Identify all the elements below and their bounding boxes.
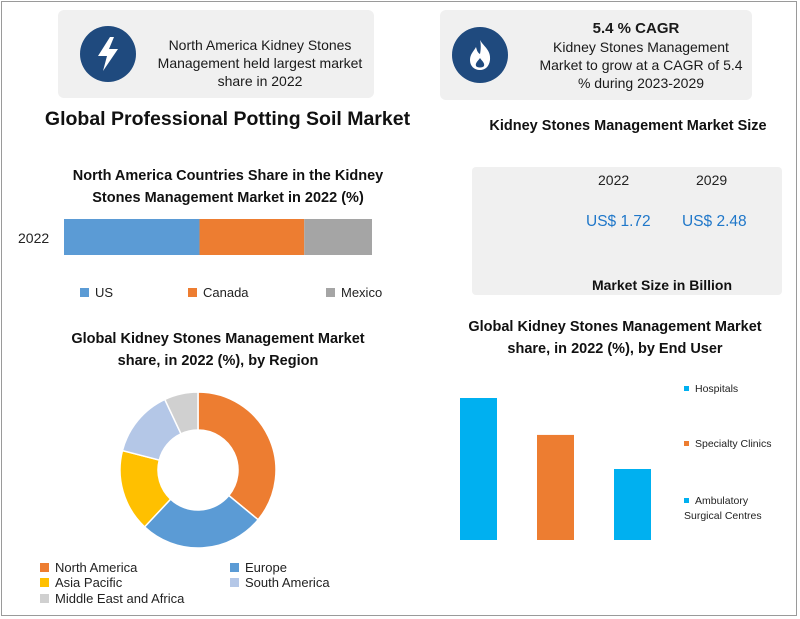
legend-ambulatory: Ambulatory Surgical Centres [684, 494, 784, 524]
legend-ambulatory-swatch [684, 497, 689, 503]
market-size-title: Kidney Stones Management Market Size [489, 118, 767, 134]
donut-slice-north-america [197, 391, 277, 521]
legend-middle-east-africa-swatch [40, 594, 49, 604]
country-share-chart: 2022 [18, 219, 372, 255]
donut-slice-middle-east-and-africa [163, 391, 199, 435]
legend-europe-swatch [230, 563, 239, 573]
legend-north-america-swatch [40, 563, 49, 573]
end-user-bar-chart [460, 398, 651, 540]
value-2029: US$ 2.48 [682, 213, 747, 230]
legend-mexico-swatch [326, 288, 335, 298]
top-right-card-text: Kidney Stones Management Market to grow … [539, 39, 743, 91]
legend-canada-swatch [188, 288, 197, 298]
legend-hospitals-label: Hospitals [695, 383, 739, 395]
cagr-heading: 5.4 % CAGR [592, 20, 680, 37]
market-size-card: 2022 2029 US$ 1.72 US$ 2.48 Market Size … [472, 167, 782, 295]
country-share-category-label: 2022 [18, 230, 49, 246]
bar-segment-mexico [304, 219, 372, 255]
value-2022: US$ 1.72 [586, 213, 651, 230]
bar-segment-canada [199, 219, 305, 255]
page-title: Global Professional Potting Soil Market [44, 108, 411, 130]
year-2029: 2029 [696, 172, 728, 188]
legend-us-label: US [95, 285, 114, 300]
fire-icon [452, 27, 508, 83]
top-right-card: 5.4 % CAGR Kidney Stones Management Mark… [440, 10, 752, 100]
lightning-icon [80, 26, 136, 82]
bar-specialty-clinics [537, 434, 574, 540]
legend-europe-label: Europe [245, 560, 287, 575]
legend-south-america: South America [230, 575, 330, 590]
legend-south-america-swatch [230, 578, 239, 588]
donut-slice-europe [143, 494, 260, 549]
year-2022: 2022 [598, 172, 630, 188]
legend-mexico-label: Mexico [341, 285, 383, 300]
bar-ambulatory-surgical-centres [614, 469, 651, 540]
legend-mexico: Mexico [326, 285, 382, 300]
legend-canada-label: Canada [203, 285, 249, 300]
legend-europe: Europe [230, 560, 287, 575]
top-left-card-text: North America Kidney Stones Management h… [157, 37, 363, 89]
legend-north-america-label: North America [55, 560, 138, 575]
legend-us-swatch [80, 288, 89, 298]
legend-middle-east-africa-label: Middle East and Africa [55, 591, 185, 606]
legend-us: US [80, 285, 113, 300]
legend-asia-pacific-swatch [40, 578, 49, 588]
country-share-chart-title: North America Countries Share in the Kid… [72, 168, 384, 206]
legend-specialty-clinics-label: Specialty Clinics [695, 438, 772, 450]
legend-hospitals: Hospitals [684, 382, 738, 397]
legend-specialty-clinics-swatch [684, 440, 689, 446]
region-share-chart-title: Global Kidney Stones Management Market s… [71, 331, 365, 369]
legend-canada: Canada [188, 285, 249, 300]
end-user-chart-title: Global Kidney Stones Management Market s… [468, 319, 762, 357]
legend-asia-pacific: Asia Pacific [40, 575, 122, 590]
legend-south-america-label: South America [245, 575, 330, 590]
top-left-card: North America Kidney Stones Management h… [58, 10, 374, 98]
bar-hospitals [460, 398, 497, 540]
legend-north-america: North America [40, 560, 137, 575]
legend-specialty-clinics: Specialty Clinics [684, 437, 771, 452]
legend-hospitals-swatch [684, 385, 689, 391]
region-donut-chart [119, 391, 277, 549]
legend-ambulatory-label: Ambulatory Surgical Centres [684, 495, 762, 522]
legend-asia-pacific-label: Asia Pacific [55, 575, 123, 590]
legend-middle-east-africa: Middle East and Africa [40, 591, 184, 606]
bar-segment-us [64, 219, 200, 255]
market-size-footer: Market Size in Billion [591, 277, 733, 293]
